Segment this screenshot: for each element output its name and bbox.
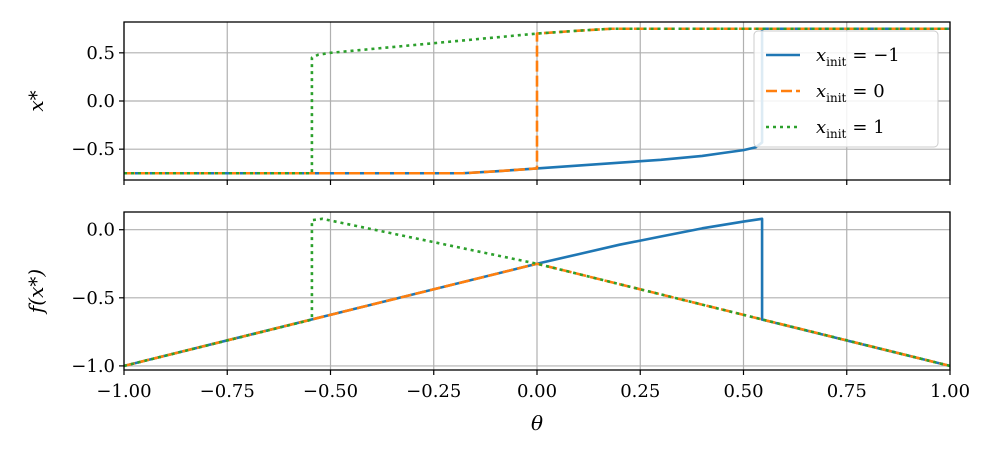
x-tick-label: 0.00 (517, 381, 557, 402)
legend-label: xinit = −1 (816, 45, 900, 69)
y-tick-label: −0.5 (71, 288, 115, 309)
y-tick-label: 0.0 (86, 91, 115, 112)
series-line-solid (124, 217, 950, 368)
series-line-dotted (124, 217, 950, 368)
bottom-panel: −1.0 −0.5 0.0 −1.00 −0.75 −0.50 −0.25 0.00 0.25 0… (24, 211, 970, 435)
x-tick-label: −0.25 (406, 381, 461, 402)
x-tick-label: −0.50 (303, 381, 358, 402)
y-tick-label: 0.5 (86, 43, 115, 64)
legend-label: xinit = 0 (816, 81, 885, 105)
y-axis-label: f(x*) (24, 269, 48, 315)
legend-box (753, 30, 939, 148)
y-tick-label: 0.0 (86, 220, 115, 241)
y-axis-label: x* (24, 90, 48, 111)
legend-label: xinit = 1 (816, 117, 885, 141)
x-tick-label: 0.75 (827, 381, 867, 402)
top-panel: −0.5 0.0 0.5 x* xinit = −1 xinit = 0 xinit = 1 (24, 21, 951, 185)
series-group (124, 217, 950, 368)
y-tick-label: −1.0 (71, 356, 115, 377)
x-tick-label: 0.50 (723, 381, 763, 402)
x-tick-label: −1.00 (96, 381, 151, 402)
legend: xinit = −1 xinit = 0 xinit = 1 (753, 30, 939, 148)
x-tick-label: 1.00 (930, 381, 970, 402)
x-tick-label: 0.25 (620, 381, 660, 402)
x-tick-label: −0.75 (200, 381, 255, 402)
y-tick-label: −0.5 (71, 139, 115, 160)
x-axis-label: θ (531, 411, 543, 435)
